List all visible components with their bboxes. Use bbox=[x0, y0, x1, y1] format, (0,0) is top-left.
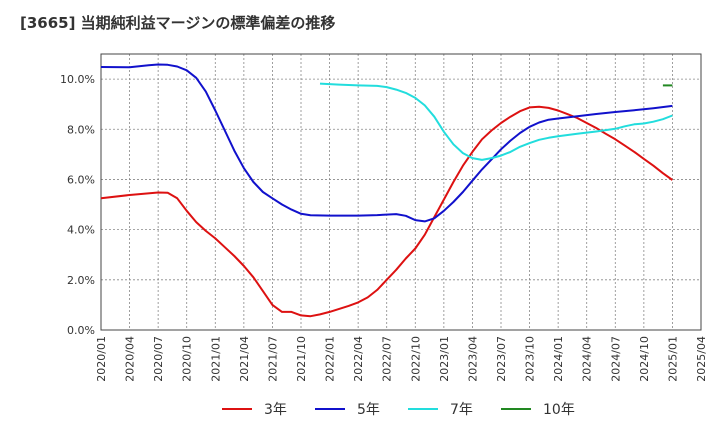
x-tick-label: 2020/04 bbox=[124, 336, 137, 382]
x-tick-label: 2025/04 bbox=[695, 336, 708, 382]
x-tick-label: 2021/10 bbox=[295, 336, 308, 382]
x-tick-label: 2020/07 bbox=[152, 336, 165, 382]
x-tick-label: 2024/07 bbox=[609, 336, 622, 382]
series-line-7年 bbox=[319, 82, 673, 161]
plot-border bbox=[100, 53, 702, 331]
x-tick-label: 2022/10 bbox=[409, 336, 422, 382]
x-tick-label: 2025/01 bbox=[666, 336, 679, 382]
x-tick-label: 2021/07 bbox=[266, 336, 279, 382]
x-tick-label: 2021/01 bbox=[209, 336, 222, 382]
grid-layer bbox=[100, 54, 702, 331]
x-tick-label: 2022/04 bbox=[352, 336, 365, 382]
x-tick-label: 2022/07 bbox=[381, 336, 394, 382]
legend-label-7年: 7年 bbox=[450, 402, 473, 418]
y-tick-label: 6.0% bbox=[67, 173, 95, 186]
x-tick-label: 2023/10 bbox=[524, 336, 537, 382]
legend-label-5年: 5年 bbox=[357, 402, 380, 418]
x-tick-label: 2021/04 bbox=[238, 336, 251, 382]
x-tick-label: 2024/04 bbox=[581, 336, 594, 382]
y-tick-label: 4.0% bbox=[67, 224, 95, 237]
y-tick-label: 2.0% bbox=[67, 274, 95, 287]
legend-label-10年: 10年 bbox=[543, 402, 575, 418]
series-line-3年 bbox=[100, 105, 673, 318]
legend-layer: 3年 5年 7年 10年 bbox=[222, 402, 575, 418]
y-tick-label: 8.0% bbox=[67, 123, 95, 136]
x-tick-label: 2024/01 bbox=[552, 336, 565, 382]
x-tick-label: 2022/01 bbox=[324, 336, 337, 382]
chart-title: [3665] 当期純利益マージンの標準偏差の推移 bbox=[20, 14, 336, 32]
x-tick-label: 2023/07 bbox=[495, 336, 508, 382]
x-tick-label: 2023/01 bbox=[438, 336, 451, 382]
y-tick-label: 10.0% bbox=[60, 73, 95, 86]
series-line-5年 bbox=[100, 63, 673, 223]
x-tick-label: 2020/01 bbox=[95, 336, 108, 382]
legend-label-3年: 3年 bbox=[264, 402, 287, 418]
x-tick-label: 2024/10 bbox=[638, 336, 651, 382]
series-layer bbox=[100, 63, 673, 318]
y-tick-label: 0.0% bbox=[67, 324, 95, 337]
x-tick-label: 2020/10 bbox=[181, 336, 194, 382]
axis-layer: 0.0% 2.0% 4.0% 6.0% 8.0% 10.0% 2020/01 2020/04 2… bbox=[60, 53, 708, 382]
x-tick-label: 2023/04 bbox=[466, 336, 479, 382]
